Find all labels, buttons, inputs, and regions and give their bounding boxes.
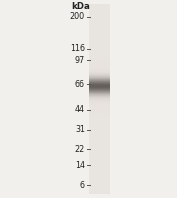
- Text: 116: 116: [70, 44, 85, 53]
- Text: 22: 22: [75, 145, 85, 154]
- Text: 6: 6: [80, 181, 85, 190]
- Text: 200: 200: [70, 12, 85, 21]
- FancyBboxPatch shape: [89, 4, 110, 194]
- Text: 14: 14: [75, 161, 85, 170]
- Text: 97: 97: [75, 56, 85, 65]
- Text: kDa: kDa: [72, 2, 90, 11]
- Text: 66: 66: [75, 80, 85, 89]
- Text: 31: 31: [75, 125, 85, 134]
- Text: 44: 44: [75, 105, 85, 114]
